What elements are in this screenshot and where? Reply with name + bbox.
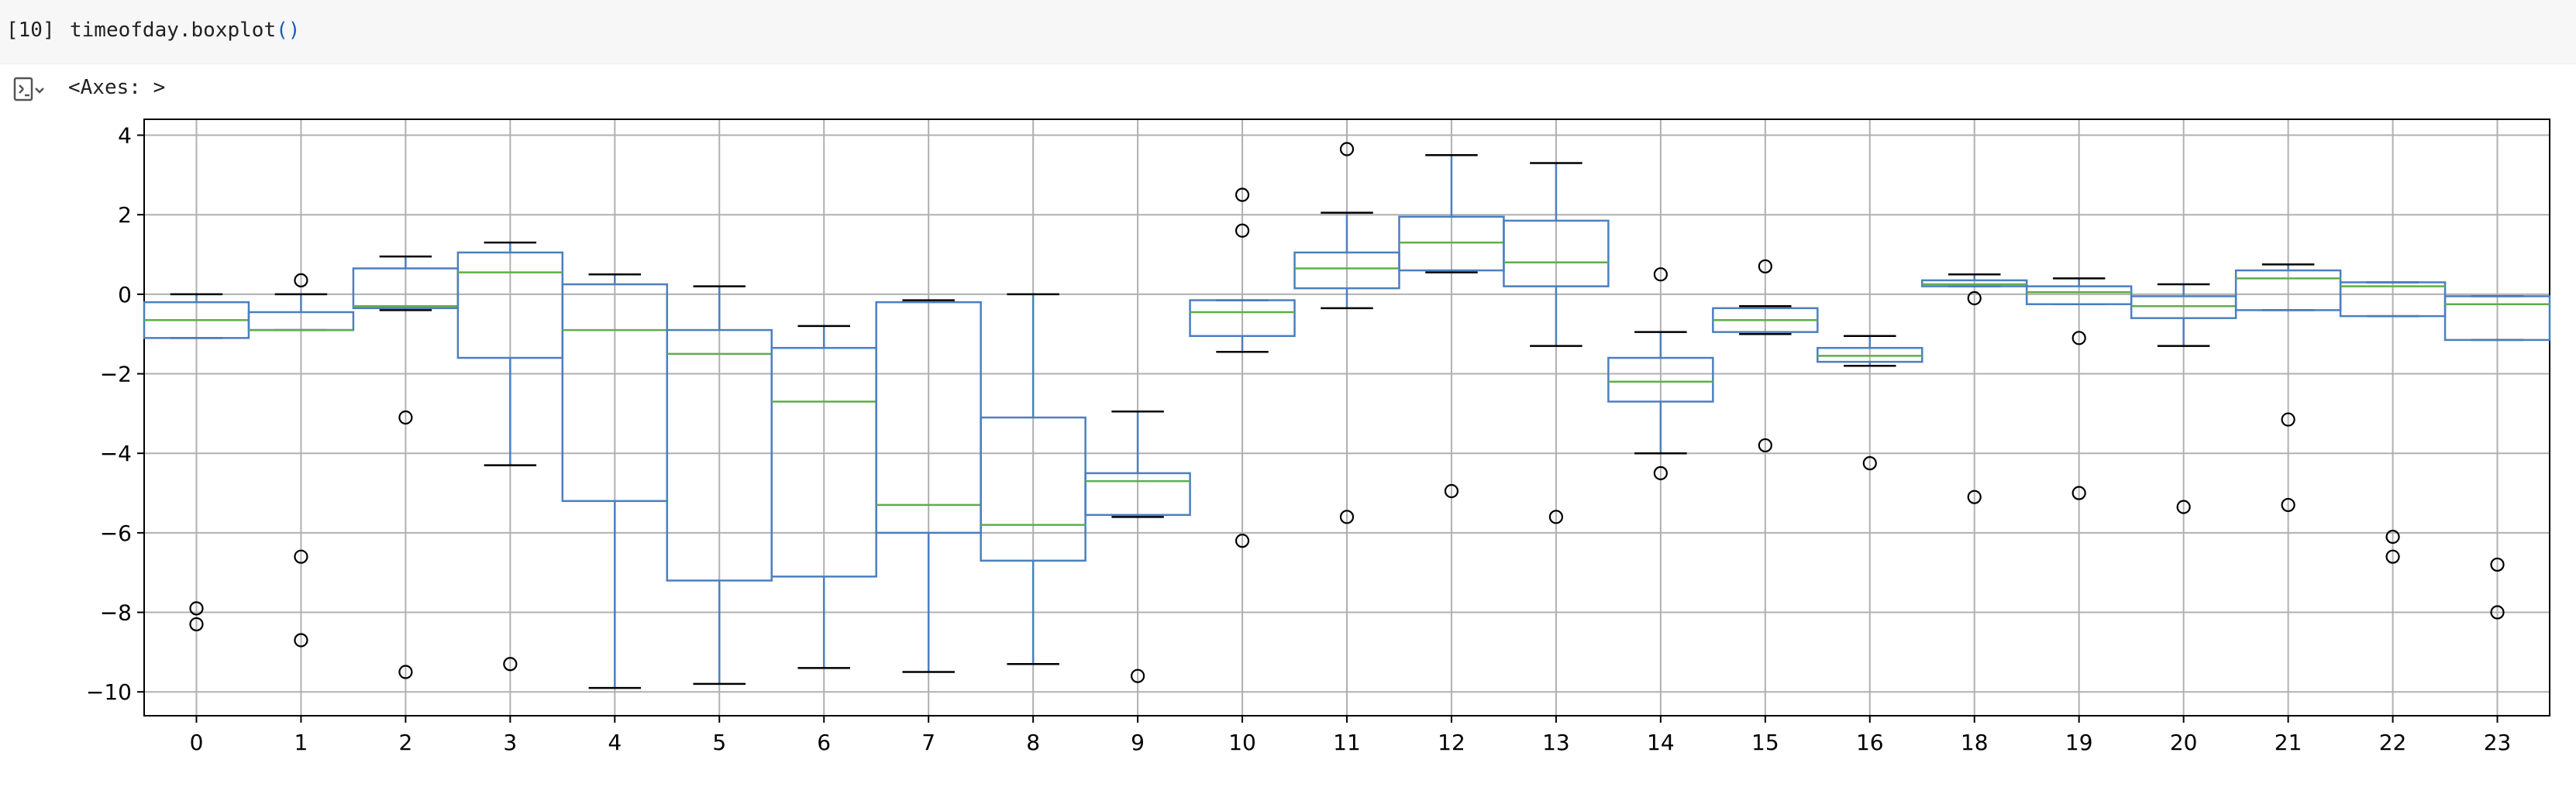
outlier-point [1967, 490, 1982, 504]
x-tick-label: 7 [921, 730, 935, 755]
box-14 [1607, 267, 1714, 480]
x-tick-label: 2 [398, 730, 412, 755]
x-tick-label: 15 [1751, 730, 1779, 755]
outlier-point [1444, 483, 1459, 499]
outlier-point [1235, 187, 1250, 202]
x-tick-label: 4 [608, 730, 622, 755]
outlier-point [2385, 549, 2400, 564]
x-tick-label: 12 [1438, 730, 1465, 755]
iqr-box [1607, 356, 1714, 403]
iqr-box [2443, 295, 2551, 342]
box-19 [2025, 277, 2133, 500]
y-tick-label: −4 [100, 441, 132, 466]
x-tick-label: 21 [2275, 730, 2302, 755]
output-toggle-icon[interactable] [12, 74, 46, 105]
iqr-box [1503, 219, 1610, 287]
outlier-point [1653, 466, 1668, 480]
execution-count: [10] [6, 19, 55, 42]
outlier-point [189, 617, 204, 632]
iqr-box [1084, 472, 1191, 517]
code-object: timeofday.boxplot [70, 19, 277, 42]
outlier-point [2071, 486, 2086, 500]
x-tick-label: 6 [817, 730, 831, 755]
code-line[interactable]: timeofday.boxplot() [70, 19, 300, 42]
x-tick-label: 5 [712, 730, 726, 755]
iqr-box [1921, 279, 2028, 287]
grid-lines [144, 119, 2550, 716]
box-6 [770, 325, 877, 669]
box-16 [1817, 335, 1923, 471]
outlier-point [294, 273, 308, 287]
y-tick-label: −8 [100, 600, 132, 626]
box-23 [2443, 295, 2551, 620]
iqr-box [2025, 285, 2133, 305]
iqr-box [1817, 346, 1923, 363]
x-tick-label: 1 [294, 730, 308, 755]
outlier-point [1548, 510, 1564, 524]
outlier-point [1339, 142, 1355, 156]
outlier-point [294, 633, 308, 648]
outlier-point [2176, 500, 2191, 514]
box-5 [666, 285, 773, 686]
outlier-point [2281, 497, 2295, 513]
outlier-point [1967, 290, 1982, 306]
outlier-point [1758, 259, 1772, 274]
box-10 [1189, 187, 1296, 548]
x-tick-label: 0 [190, 730, 204, 755]
x-tick-label: 18 [1961, 730, 1989, 755]
box-18 [1921, 273, 2028, 504]
outlier-point [294, 549, 308, 564]
x-tick-label: 9 [1131, 730, 1145, 755]
x-tick-label: 13 [1542, 730, 1570, 755]
iqr-box [1189, 299, 1296, 338]
outlier-point [1235, 534, 1250, 548]
box-9 [1084, 411, 1191, 683]
outlier-point [1862, 455, 1877, 471]
x-tick-label: 3 [503, 730, 517, 755]
outlier-point [189, 601, 204, 616]
boxplot-chart: 420−2−4−6−8−100 1 2 3 4 5 6 7 8 9 10 11 12 13 14 15 16 18… [86, 119, 2551, 755]
x-tick-label: 19 [2065, 730, 2093, 755]
x-tick-label: 16 [1856, 730, 1884, 755]
box-2 [352, 255, 460, 679]
y-tick-label: 4 [118, 123, 132, 149]
x-tick-label: 14 [1647, 730, 1675, 755]
box-21 [2234, 263, 2342, 513]
code-cell-input[interactable]: [10] timeofday.boxplot() [0, 0, 2576, 64]
y-tick-label: 0 [118, 282, 132, 308]
box-1 [247, 273, 355, 648]
y-tick-label: −6 [100, 521, 132, 546]
outlier-point [1235, 223, 1250, 238]
outlier-point [398, 665, 413, 679]
box-13 [1503, 162, 1610, 524]
outlier-point [2281, 412, 2295, 427]
y-tick-label: −2 [100, 362, 132, 387]
x-tick-label: 11 [1333, 730, 1361, 755]
outlier-point [2071, 331, 2086, 345]
outlier-point [503, 657, 518, 672]
outlier-point [2385, 529, 2400, 545]
x-tick-label: 22 [2379, 730, 2407, 755]
output-text: <Axes: > [68, 76, 166, 99]
code-parens: () [276, 19, 301, 42]
y-tick-label: 2 [118, 202, 132, 228]
outlier-point [1339, 510, 1355, 524]
box-15 [1712, 259, 1819, 453]
outlier-point [398, 410, 413, 425]
x-tick-label: 10 [1228, 730, 1256, 755]
x-tick-label: 23 [2484, 730, 2512, 755]
x-tick-label: 20 [2170, 730, 2198, 755]
outlier-point [1653, 267, 1668, 282]
x-tick-label: 8 [1026, 730, 1040, 755]
box-4 [561, 273, 669, 689]
outlier-point [1130, 668, 1145, 683]
y-tick-label: −10 [86, 679, 132, 705]
outlier-point [2490, 557, 2505, 572]
outlier-point [2490, 605, 2505, 620]
outlier-point [1758, 438, 1772, 453]
